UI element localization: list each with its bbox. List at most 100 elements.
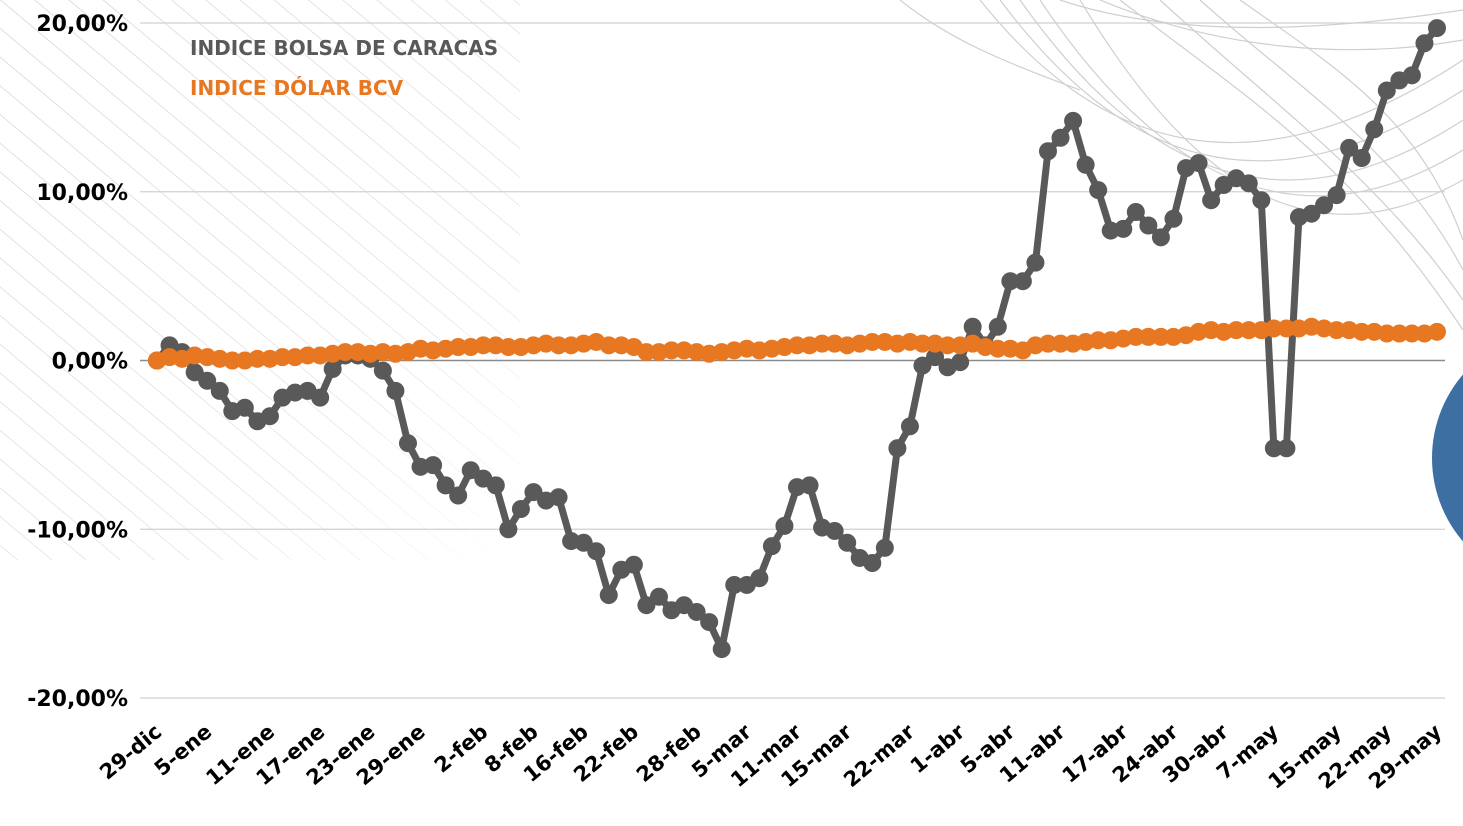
data-point xyxy=(1076,155,1095,174)
data-point xyxy=(1038,142,1057,161)
data-point xyxy=(963,317,982,336)
data-point xyxy=(1264,319,1283,338)
data-point xyxy=(624,555,643,574)
data-point xyxy=(235,398,254,417)
y-tick-label: 10,00% xyxy=(36,181,128,206)
data-point xyxy=(1051,128,1070,147)
data-point xyxy=(1402,66,1421,85)
data-point xyxy=(260,407,279,426)
data-point xyxy=(424,456,443,475)
data-point xyxy=(436,476,455,495)
data-point xyxy=(951,353,970,372)
data-point xyxy=(1089,331,1108,350)
y-tick-label: 0,00% xyxy=(52,350,128,375)
data-point xyxy=(800,476,819,495)
data-point xyxy=(599,586,618,605)
data-point xyxy=(474,336,493,355)
data-point xyxy=(1189,154,1208,173)
x-tick-label: 22-mar xyxy=(839,719,920,792)
data-point xyxy=(1340,138,1359,157)
data-point xyxy=(1202,191,1221,210)
data-point xyxy=(323,359,342,378)
legend-entry: INDICE BOLSA DE CARACAS xyxy=(190,36,498,60)
data-point xyxy=(687,602,706,621)
data-point xyxy=(273,348,292,367)
x-tick-label: 28-feb xyxy=(632,719,706,786)
data-point xyxy=(1001,272,1020,291)
data-point xyxy=(1428,19,1446,38)
legend-entry: INDICE DÓLAR BCV xyxy=(190,76,404,100)
data-point xyxy=(1377,324,1396,343)
series xyxy=(148,317,1446,370)
data-point xyxy=(449,486,468,505)
data-point xyxy=(1390,324,1409,343)
data-point xyxy=(1139,216,1158,235)
x-tick-label: 1-abr xyxy=(906,719,970,778)
data-point xyxy=(1013,272,1032,291)
data-point xyxy=(863,332,882,351)
data-point xyxy=(1327,186,1346,205)
data-point xyxy=(1064,111,1083,130)
x-tick-label: 2-feb xyxy=(430,719,493,777)
data-point xyxy=(1227,321,1246,340)
background-decoration xyxy=(0,0,1463,560)
data-point xyxy=(913,334,932,353)
data-point xyxy=(988,339,1007,358)
data-point xyxy=(1277,439,1296,458)
data-point xyxy=(1352,149,1371,167)
data-point xyxy=(725,575,744,594)
data-point xyxy=(1239,321,1258,340)
data-point xyxy=(599,336,618,355)
data-point xyxy=(926,348,945,367)
data-point xyxy=(549,336,568,355)
data-point xyxy=(1038,334,1057,353)
data-point xyxy=(1051,334,1070,353)
data-point xyxy=(1139,327,1158,346)
data-point xyxy=(649,587,668,606)
data-point xyxy=(1402,324,1421,343)
data-point xyxy=(1415,34,1434,53)
data-point xyxy=(750,569,769,588)
data-point xyxy=(788,336,806,355)
plot-area xyxy=(148,19,1446,659)
data-point xyxy=(712,640,731,659)
data-point xyxy=(587,542,606,561)
data-point xyxy=(637,343,656,362)
data-point xyxy=(662,341,681,360)
x-tick-label: 29-dic xyxy=(95,719,166,784)
data-point xyxy=(398,434,417,453)
data-point xyxy=(1315,196,1334,215)
data-point xyxy=(1151,327,1170,346)
data-point xyxy=(1252,191,1271,210)
data-point xyxy=(1126,327,1145,346)
data-point xyxy=(248,349,267,368)
data-point xyxy=(336,343,355,362)
data-point xyxy=(198,371,217,390)
data-point xyxy=(223,351,242,370)
data-point xyxy=(1089,181,1108,200)
y-tick-label: -10,00% xyxy=(27,518,128,543)
data-point xyxy=(373,361,392,380)
data-point xyxy=(1352,322,1371,341)
data-point xyxy=(938,336,957,355)
data-point xyxy=(1114,219,1133,238)
data-point xyxy=(900,417,919,436)
data-point xyxy=(1264,439,1283,458)
data-point xyxy=(499,520,518,539)
data-point xyxy=(888,439,907,458)
data-point xyxy=(1327,321,1346,340)
data-point xyxy=(298,346,317,365)
data-point xyxy=(1164,209,1183,228)
data-point xyxy=(486,476,505,495)
data-point xyxy=(210,381,229,400)
data-point xyxy=(825,521,844,540)
data-point xyxy=(838,533,857,552)
data-point xyxy=(311,388,330,407)
legend: INDICE BOLSA DE CARACAS INDICE DÓLAR BCV xyxy=(190,36,498,100)
data-point xyxy=(1377,81,1396,100)
data-point xyxy=(1126,203,1145,221)
data-point xyxy=(875,538,894,557)
data-point xyxy=(1151,228,1170,247)
